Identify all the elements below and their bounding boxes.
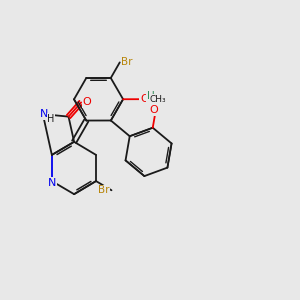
Text: H: H [47, 114, 55, 124]
Text: O: O [140, 94, 149, 104]
Text: O: O [82, 98, 91, 107]
Text: N: N [48, 178, 56, 188]
Text: N: N [40, 109, 49, 119]
Text: O: O [150, 105, 158, 115]
Text: H: H [147, 91, 155, 101]
Text: Br: Br [98, 185, 109, 195]
Text: CH₃: CH₃ [150, 95, 166, 104]
Text: Br: Br [121, 57, 133, 68]
